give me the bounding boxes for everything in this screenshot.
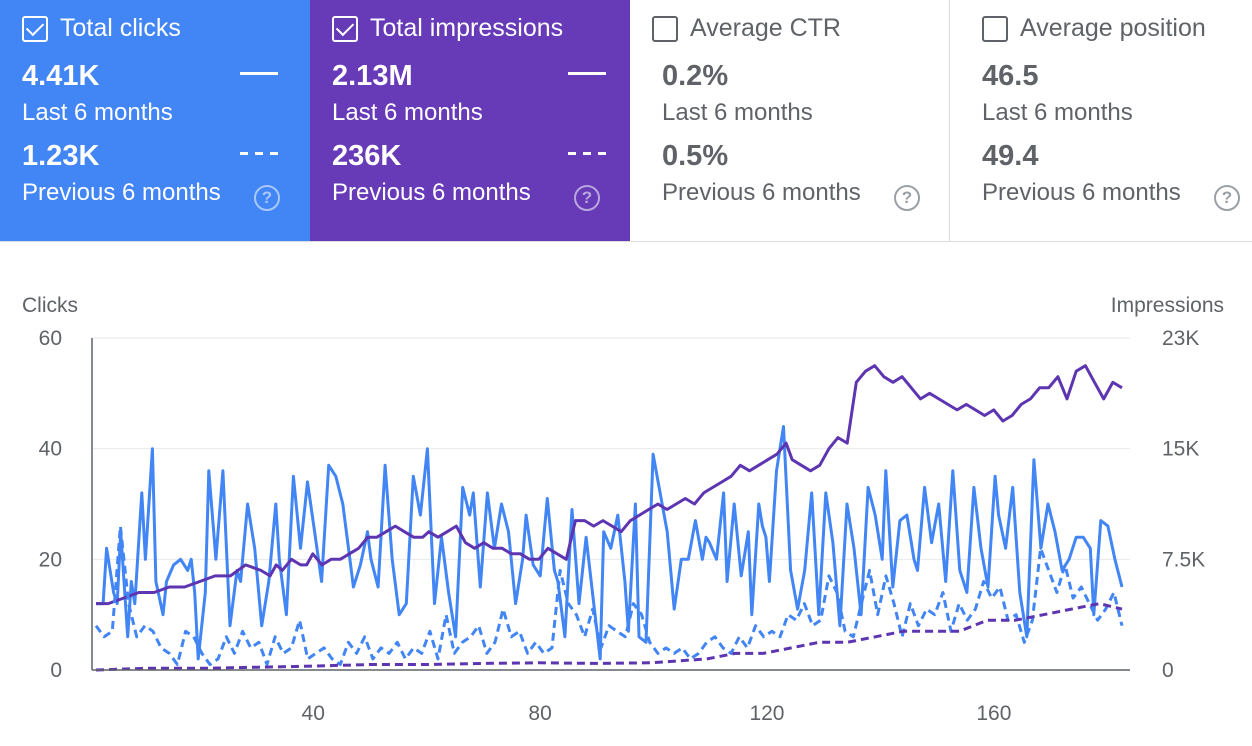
- metric-label: Average CTR: [690, 14, 841, 42]
- solid-line-legend-icon: [568, 72, 606, 75]
- dashed-line-legend-icon: [568, 152, 606, 155]
- check-icon: [335, 17, 355, 36]
- x-tick-label: 160: [976, 702, 1011, 725]
- checkbox-average-ctr[interactable]: [652, 15, 678, 42]
- metric-prev-period: Previous 6 months: [982, 179, 1181, 206]
- metric-label: Average position: [1020, 14, 1206, 42]
- dashed-line-legend-icon: [240, 152, 278, 155]
- metric-card-average-ctr[interactable]: Average CTR 0.2% Last 6 months 0.5% Prev…: [630, 0, 950, 241]
- x-tick-label: 120: [749, 702, 784, 725]
- help-icon[interactable]: ?: [894, 185, 920, 211]
- chart-series: [94, 364, 1124, 672]
- y-tick-left-label: 0: [50, 659, 62, 682]
- metric-header: Average position: [982, 14, 1206, 43]
- metric-value: 4.41K: [22, 60, 100, 92]
- metric-cards: Total clicks 4.41K Last 6 months 1.23K P…: [0, 0, 1252, 242]
- checkbox-average-position[interactable]: [982, 15, 1008, 42]
- metric-prev-value: 0.5%: [662, 140, 729, 172]
- checkbox-total-impressions[interactable]: [332, 15, 358, 42]
- metric-prev-period: Previous 6 months: [22, 179, 221, 206]
- y-axis-right-ticks: 0 7.5K 15K 23K: [1162, 327, 1205, 682]
- metric-period: Last 6 months: [22, 99, 173, 126]
- metric-header: Total impressions: [332, 14, 563, 43]
- y-tick-left-label: 40: [39, 438, 62, 461]
- metric-header: Average CTR: [652, 14, 841, 43]
- series-line-1: [96, 425, 1124, 661]
- metric-period: Last 6 months: [332, 99, 483, 126]
- metric-value: 0.2%: [662, 60, 729, 92]
- solid-line-legend-icon: [240, 72, 278, 75]
- metric-label: Total impressions: [370, 14, 564, 42]
- metric-card-total-impressions[interactable]: Total impressions 2.13M Last 6 months 23…: [310, 0, 630, 241]
- metric-prev-period: Previous 6 months: [662, 179, 861, 206]
- y-tick-right-label: 23K: [1162, 327, 1199, 350]
- metric-label: Total clicks: [60, 14, 181, 42]
- help-icon[interactable]: ?: [1214, 185, 1240, 211]
- x-tick-label: 40: [302, 702, 325, 725]
- checkbox-total-clicks[interactable]: [22, 15, 48, 42]
- metric-period: Last 6 months: [982, 99, 1133, 126]
- check-icon: [25, 17, 45, 36]
- y-tick-left-label: 20: [39, 548, 62, 571]
- y-tick-right-label: 7.5K: [1162, 548, 1205, 571]
- metric-header: Total clicks: [22, 14, 181, 43]
- performance-chart[interactable]: Clicks Impressions 0 20 40 60 0 7.5K 15K 23K 4…: [0, 242, 1252, 746]
- metric-prev-period: Previous 6 months: [332, 179, 531, 206]
- metric-value: 46.5: [982, 60, 1039, 92]
- metric-period: Last 6 months: [662, 99, 813, 126]
- series-line-2: [96, 364, 1123, 606]
- help-icon[interactable]: ?: [254, 185, 280, 211]
- y-tick-right-label: 15K: [1162, 438, 1199, 461]
- x-tick-label: 80: [528, 702, 551, 725]
- metric-prev-value: 236K: [332, 140, 402, 172]
- chart-grid: [92, 337, 1130, 560]
- series-line-4: [95, 602, 1123, 672]
- help-icon[interactable]: ?: [574, 185, 600, 211]
- metric-card-total-clicks[interactable]: Total clicks 4.41K Last 6 months 1.23K P…: [0, 0, 310, 241]
- metric-prev-value: 49.4: [982, 140, 1039, 172]
- y-axis-left-ticks: 0 20 40 60: [39, 327, 62, 682]
- metric-prev-value: 1.23K: [22, 140, 100, 172]
- metric-card-average-position[interactable]: Average position 46.5 Last 6 months 49.4…: [950, 0, 1252, 241]
- y-axis-right-title: Impressions: [1111, 294, 1224, 317]
- y-axis-left-title: Clicks: [22, 294, 78, 317]
- metric-value: 2.13M: [332, 60, 413, 92]
- series-line-3: [94, 524, 1124, 666]
- y-tick-left-label: 60: [39, 327, 62, 350]
- y-tick-right-label: 0: [1162, 659, 1174, 682]
- x-axis-ticks: 40 80 120 160: [302, 702, 1012, 725]
